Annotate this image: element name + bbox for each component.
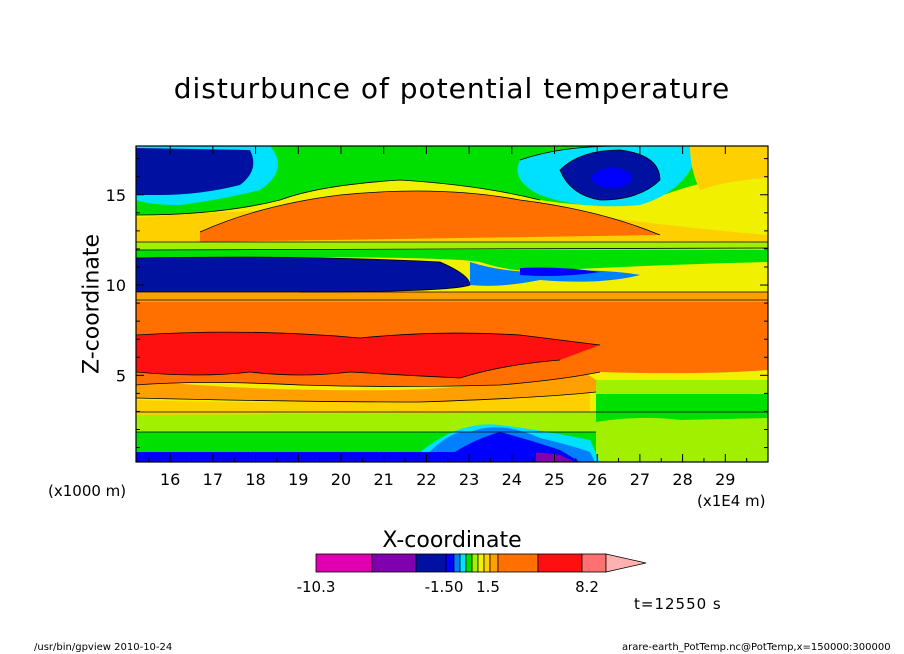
contour-line [136,359,561,379]
band-upper-darkblue [136,257,470,292]
colorbar [315,553,647,573]
x-tick-label: 24 [502,470,522,489]
band-lower-yellow [136,380,590,415]
colorbar-segment [537,553,583,573]
band-upper-green [136,248,768,272]
contour-line [199,190,661,236]
x-tick-label: 19 [288,470,308,489]
band-lower-amber [136,371,596,402]
colorbar-segment [483,553,491,573]
band-upper-blue-patch [520,267,600,276]
x-tick-label: 25 [544,470,564,489]
colorbar-label-min: -10.3 [296,578,336,596]
colorbar-segment [497,553,539,573]
contour-line [136,371,601,387]
contour-fill [136,146,768,462]
x-tick-label: 16 [160,470,180,489]
chart-title: disturbunce of potential temperature [173,72,731,105]
band-topleft-darkblue [136,148,254,195]
band-mid-upper-amber [136,292,768,302]
colorbar-segment [315,553,373,573]
x-tick-label: 26 [587,470,607,489]
colorbar-segment [459,553,467,573]
x-tick-label: 28 [672,470,692,489]
x-tick-label: 23 [459,470,479,489]
y-axis-ticks: 5 10 15 [106,158,768,449]
colorbar-segment [489,553,499,573]
y-tick-label: 5 [116,366,126,385]
contour-line [136,256,471,293]
colorbar-segment [581,553,607,573]
contour-line [136,179,541,216]
x-tick-label: 18 [245,470,265,489]
x-axis-label: X-coordinate [382,528,522,553]
x-tick-label: 21 [373,470,393,489]
x-tick-label: 20 [331,470,351,489]
contour-line [559,149,661,201]
y-axis-unit: (x1000 m) [48,482,127,500]
colorbar-label-max: 8.2 [575,578,599,596]
contour-line [136,391,597,403]
y-tick-label: 10 [106,276,126,295]
x-axis-unit: (x1E4 m) [697,492,766,510]
y-tick-label: 15 [106,186,126,205]
footer-left: /usr/bin/gpview 2010-10-24 [34,642,173,653]
x-axis-ticks: 16 17 18 19 20 21 22 23 24 25 26 27 28 29 [148,146,748,489]
colorbar-segment [453,553,461,573]
x-tick-label: 27 [630,470,650,489]
contour-line [136,331,601,346]
colorbar-segment [371,553,417,573]
colorbar-extend-arrow [605,553,647,573]
time-label: t=12550 s [634,595,722,613]
x-tick-label: 17 [203,470,223,489]
contour-lines [136,146,768,433]
colorbar-segment [471,553,479,573]
colorbar-segment [477,553,485,573]
colorbar-segment [445,553,455,573]
colorbar-label-pos: 1.5 [476,578,500,596]
band-right-lightgreen [596,380,768,394]
contour-line [136,247,768,251]
x-tick-label: 29 [715,470,735,489]
band-topright-yellow [690,146,768,190]
colorbar-segment [415,553,447,573]
plot-frame [135,145,769,463]
vortex-core [592,168,632,188]
footer-right: arare-earth_PotTemp.nc@PotTemp,x=150000:… [622,642,891,653]
band-surface-blue [136,452,536,462]
colorbar-label-neg: -1.50 [424,578,464,596]
x-tick-label: 22 [416,470,436,489]
band-upper-lightgreen [136,240,768,250]
band-right-green [596,392,768,422]
band-mid-red [136,332,600,378]
colorbar-segment [465,553,473,573]
